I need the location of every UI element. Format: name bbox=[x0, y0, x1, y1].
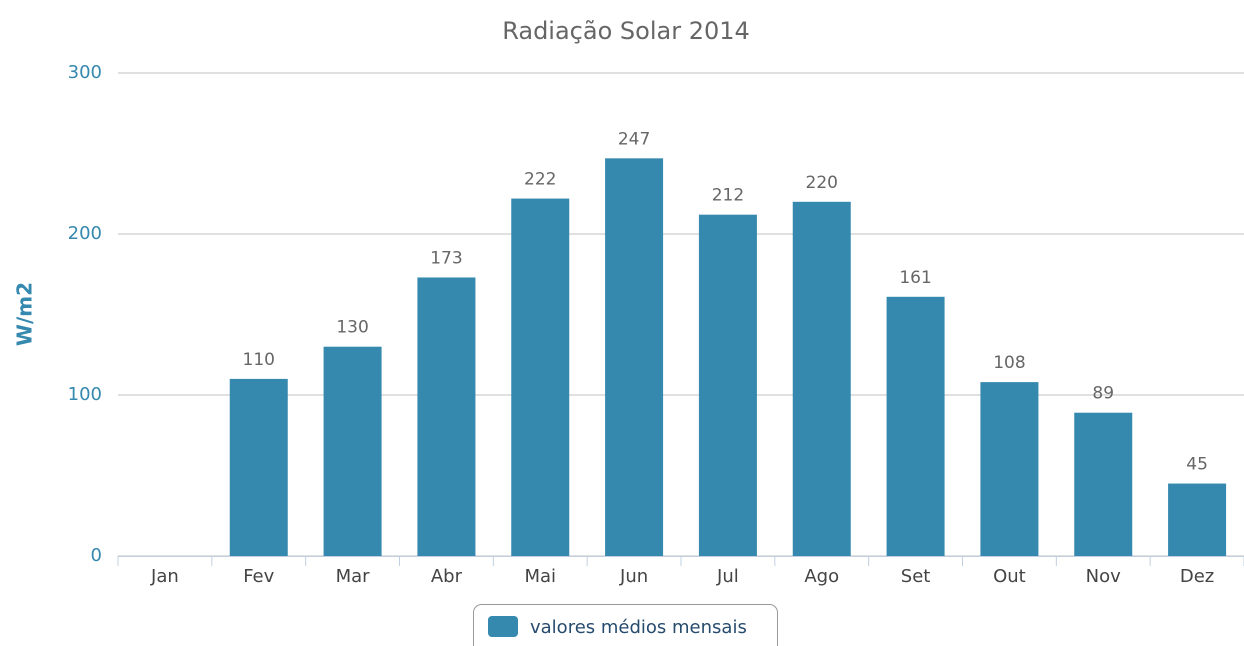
x-tick-label: Ago bbox=[804, 566, 839, 587]
bar bbox=[886, 296, 945, 556]
x-tick-label: Jul bbox=[716, 566, 739, 587]
bar bbox=[698, 214, 757, 556]
data-label: 222 bbox=[524, 170, 556, 190]
x-tick-label: Jan bbox=[150, 566, 179, 587]
y-tick-label: 100 bbox=[68, 384, 102, 405]
bar bbox=[229, 378, 288, 556]
x-tick-label: Out bbox=[993, 566, 1026, 587]
x-tick-label: Set bbox=[901, 566, 931, 587]
legend-box bbox=[473, 604, 778, 646]
data-label: 220 bbox=[806, 173, 838, 193]
x-tick-label: Dez bbox=[1180, 566, 1214, 587]
x-tick-label: Mai bbox=[524, 566, 556, 587]
bar bbox=[980, 382, 1039, 556]
data-label: 45 bbox=[1186, 455, 1208, 475]
data-label: 89 bbox=[1092, 384, 1114, 404]
data-label: 247 bbox=[618, 129, 650, 149]
bar bbox=[1168, 483, 1227, 556]
bar bbox=[511, 198, 570, 556]
data-label: 110 bbox=[243, 350, 275, 370]
bar bbox=[417, 277, 476, 556]
chart-title: Radiação Solar 2014 bbox=[502, 17, 750, 45]
y-tick-label: 0 bbox=[91, 545, 102, 566]
x-tick-label: Fev bbox=[243, 566, 274, 587]
x-tick-label: Mar bbox=[336, 566, 371, 587]
x-tick-label: Nov bbox=[1086, 566, 1121, 587]
y-axis-title: W/m2 bbox=[13, 282, 37, 346]
bar bbox=[792, 201, 851, 557]
legend-label: valores médios mensais bbox=[530, 617, 747, 638]
bar bbox=[1074, 412, 1133, 556]
y-tick-label: 300 bbox=[68, 62, 102, 83]
data-label: 212 bbox=[712, 186, 744, 206]
bar bbox=[605, 158, 664, 556]
data-label: 108 bbox=[993, 353, 1025, 373]
x-tick-label: Abr bbox=[431, 566, 463, 587]
bar bbox=[323, 346, 382, 556]
data-label: 161 bbox=[899, 268, 931, 288]
x-tick-label: Jun bbox=[619, 566, 648, 587]
data-label: 130 bbox=[336, 318, 368, 338]
legend-symbol bbox=[488, 616, 518, 637]
data-label: 173 bbox=[430, 248, 462, 268]
y-tick-label: 200 bbox=[68, 223, 102, 244]
